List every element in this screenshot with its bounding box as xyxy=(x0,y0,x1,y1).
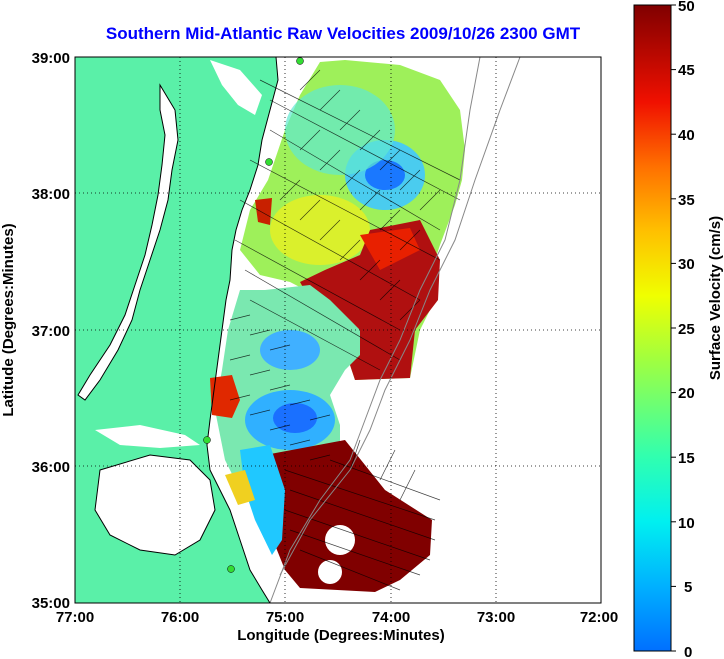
bathymetry-contours xyxy=(269,57,521,603)
coastline xyxy=(77,57,279,603)
colorbar-tick-label: 25 xyxy=(678,321,695,338)
hf-radar-stations xyxy=(203,57,304,573)
colorbar-tick-label: 50 xyxy=(678,0,695,15)
colorbar-tick-label: 35 xyxy=(678,192,695,209)
y-tick-label: 36:00 xyxy=(32,459,70,476)
y-tick-label: 38:00 xyxy=(32,186,70,203)
colorbar-tick-label: 0 xyxy=(684,644,692,659)
y-axis-label: Latitude (Degrees:Minutes) xyxy=(0,223,17,416)
station-marker xyxy=(296,57,304,65)
y-tick-label: 37:00 xyxy=(32,323,70,340)
x-tick-label: 76:00 xyxy=(161,609,199,626)
colorbar-tick-label: 5 xyxy=(684,579,692,596)
plot-frame xyxy=(74,56,602,604)
delaware-bay xyxy=(210,60,262,115)
x-tick-label: 72:00 xyxy=(580,609,618,626)
albemarle-sound xyxy=(95,425,200,448)
station-marker xyxy=(203,436,211,444)
plot-area xyxy=(75,57,601,603)
colorbar-tick-label: 15 xyxy=(678,450,695,467)
x-tick-label: 75:00 xyxy=(266,609,304,626)
colorbar-tick-label: 10 xyxy=(678,515,695,532)
colorbar-tick-label: 30 xyxy=(678,256,695,273)
x-tick-label: 77:00 xyxy=(56,609,94,626)
colorbar-tick-label: 20 xyxy=(678,385,695,402)
y-tick-label: 39:00 xyxy=(32,50,70,67)
map-title: Southern Mid-Atlantic Raw Velocities 200… xyxy=(106,24,581,43)
colorbar-label: Surface Velocity (cm/s) xyxy=(707,216,724,380)
x-axis: 77:00 76:00 75:00 74:00 73:00 72:00 Long… xyxy=(56,609,618,644)
colorbar-tick-label: 40 xyxy=(678,127,695,144)
pamlico-sound xyxy=(95,455,215,555)
station-marker xyxy=(265,158,273,166)
colorbar-tick-label: 45 xyxy=(678,62,695,79)
chesapeake-bay xyxy=(78,85,178,400)
y-axis: 39:00 38:00 37:00 36:00 35:00 Latitude (… xyxy=(0,50,70,612)
x-tick-label: 73:00 xyxy=(477,609,515,626)
y-tick-label: 35:00 xyxy=(32,595,70,612)
x-axis-label: Longitude (Degrees:Minutes) xyxy=(237,627,445,644)
colorbar: 50 45 40 35 30 25 20 15 10 5 0 Surface V… xyxy=(633,0,724,659)
grid-lines xyxy=(75,57,601,603)
station-marker xyxy=(227,565,235,573)
colorbar-gradient xyxy=(633,4,672,652)
velocity-field xyxy=(210,60,465,592)
x-tick-label: 74:00 xyxy=(372,609,410,626)
